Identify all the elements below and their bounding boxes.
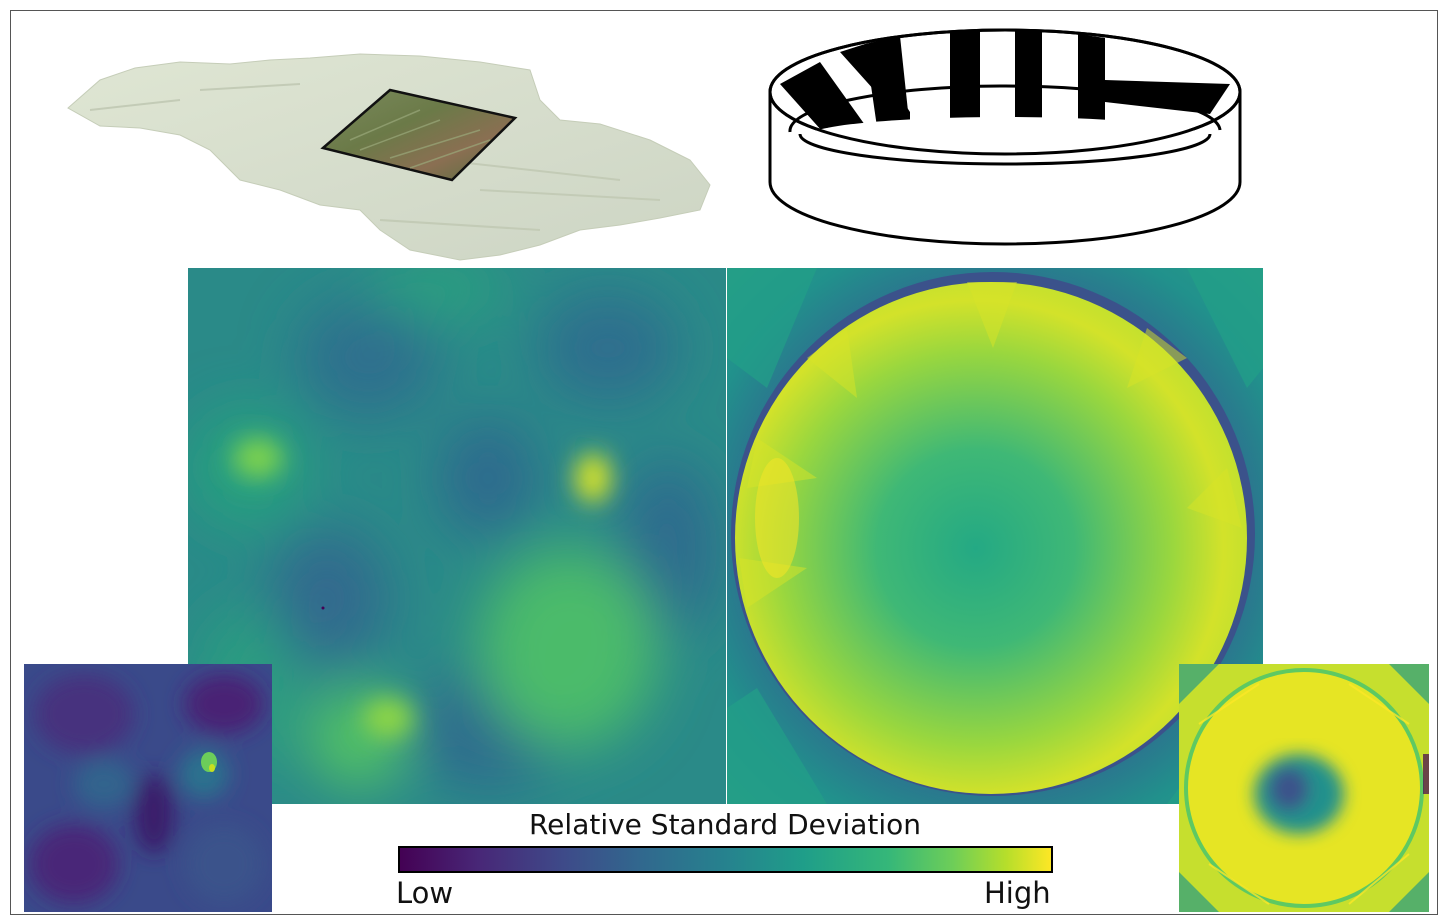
colorbar bbox=[398, 846, 1053, 873]
highlighted-area bbox=[320, 88, 518, 182]
aerial-site-map bbox=[67, 53, 711, 261]
figure-frame bbox=[10, 10, 1438, 915]
colorbar-title: Relative Standard Deviation bbox=[528, 808, 922, 841]
heatmap-cylinder-rsd bbox=[727, 268, 1263, 804]
striped-cylinder-illustration bbox=[768, 28, 1242, 246]
colorbar-low-label: Low bbox=[396, 876, 454, 910]
inset-heatmap-aerial-low bbox=[24, 664, 272, 912]
inset-heatmap-cylinder-high bbox=[1179, 664, 1429, 912]
stripe-pattern bbox=[780, 31, 1230, 140]
colorbar-high-label: High bbox=[984, 876, 1051, 910]
